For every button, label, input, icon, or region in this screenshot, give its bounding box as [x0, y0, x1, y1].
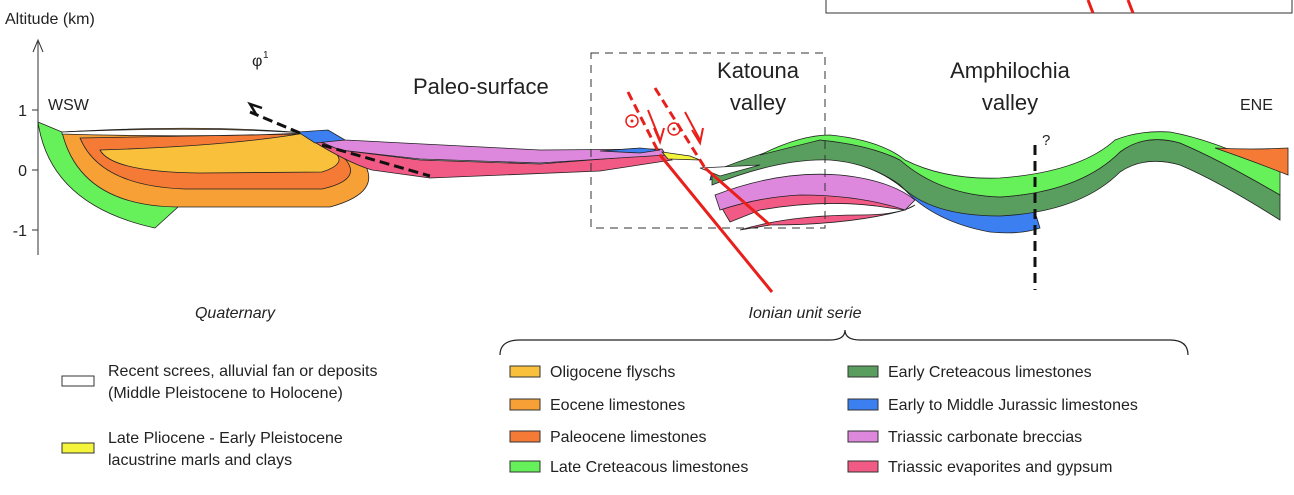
- question-mark: ?: [1042, 132, 1050, 149]
- fault-index: 1: [263, 50, 269, 61]
- legend-label: Early Creteacous limestones: [888, 364, 1092, 381]
- katouna-label: valley: [730, 90, 786, 115]
- legend-swatch: [509, 460, 541, 473]
- west-label: WSW: [48, 97, 90, 114]
- amphilochia-label: Amphilochia: [950, 58, 1071, 83]
- legend-swatch: [847, 365, 879, 378]
- axis-label: Altitude (km): [5, 11, 95, 28]
- right-folds: [699, 131, 1289, 234]
- group-label: Ionian unit serie: [749, 305, 862, 322]
- legend-swatch: [847, 398, 879, 411]
- legend-swatch: [847, 430, 879, 443]
- east-label: ENE: [1240, 97, 1273, 114]
- inset-box: [825, 0, 1293, 14]
- legend-label: (Middle Pleistocene to Holocene): [108, 385, 343, 402]
- legend-label: Early to Middle Jurassic limestones: [888, 397, 1138, 414]
- legend-label: Late Creteacous limestones: [550, 459, 748, 476]
- paleo-surface-label: Paleo-surface: [413, 74, 549, 99]
- tick-label: -1: [13, 223, 27, 240]
- katouna-box: [590, 52, 826, 229]
- tick-label: 1: [18, 103, 27, 120]
- legend-label: Oligocene flyschs: [550, 364, 675, 381]
- legend-swatch: [509, 430, 541, 443]
- legend-label: Triassic carbonate breccias: [888, 429, 1082, 446]
- middle-strip: [296, 129, 701, 179]
- legend-label: Triassic evaporites and gypsum: [888, 459, 1112, 476]
- legend-label: lacustrine marls and clays: [108, 452, 292, 469]
- brace: [499, 329, 1189, 356]
- legend-swatch: [61, 442, 95, 454]
- amphilochia-label: valley: [982, 90, 1038, 115]
- legend-label: Recent screes, alluvial fan or deposits: [108, 363, 377, 380]
- katouna-label: Katouna: [717, 58, 800, 83]
- legend-label: Late Pliocene - Early Pleistocene: [108, 430, 343, 447]
- legend-swatch: [509, 398, 541, 411]
- faults: [247, 87, 1037, 293]
- fault-label: φ: [252, 53, 262, 70]
- legend-swatch: [847, 460, 879, 473]
- legend-swatch: [61, 375, 95, 387]
- legend-label: Paleocene limestones: [550, 429, 707, 446]
- legend-label: Eocene limestones: [550, 397, 685, 414]
- tick-label: 0: [18, 163, 27, 180]
- group-label: Quaternary: [195, 305, 276, 322]
- legend: Recent screes, alluvial fan or deposits (…: [61, 363, 1138, 476]
- legend-swatch: [509, 365, 541, 378]
- altitude-axis: [32, 38, 44, 255]
